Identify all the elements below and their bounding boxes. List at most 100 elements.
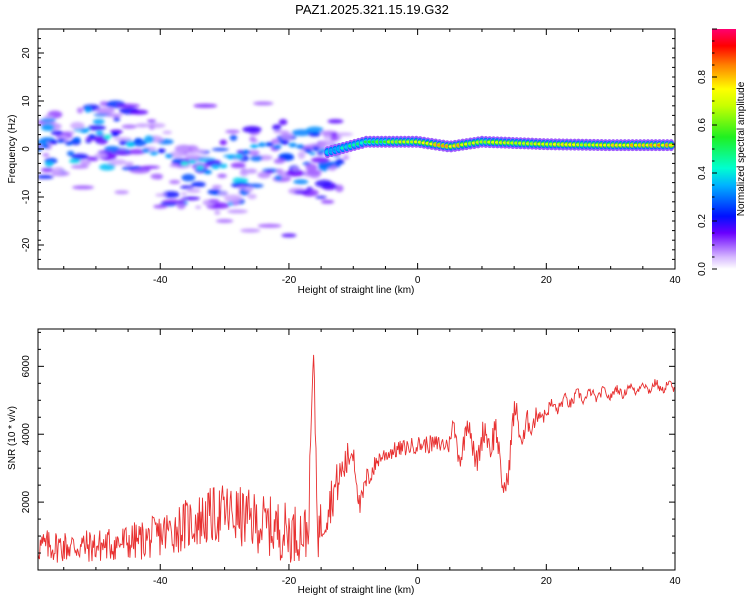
spectrogram-energy-blob	[246, 183, 264, 188]
spectrogram-energy-blob	[315, 195, 327, 199]
spectrogram-energy-blob	[175, 146, 190, 153]
spectrogram-energy-blob	[181, 173, 196, 182]
spectrogram-energy-blob	[231, 182, 251, 188]
spectrogram-energy-blob	[217, 173, 227, 179]
spectrogram-energy-blob	[150, 173, 164, 180]
spectrogram-energy-blob	[124, 161, 134, 167]
spectrogram-energy-blob	[86, 156, 99, 162]
colorbar-gradient	[712, 29, 736, 269]
spectrogram-energy-blob	[214, 210, 221, 216]
spectrogram-energy-blob	[274, 175, 283, 181]
spectrogram-energy-blob	[72, 137, 81, 142]
spectrogram-energy-blob	[41, 167, 54, 173]
spectrogram-energy-blob	[42, 153, 50, 157]
spectrogram-energy-blob	[232, 177, 249, 184]
spectrogram-energy-blob	[142, 148, 151, 153]
spectrogram-energy-blob	[180, 161, 189, 166]
spectrogram-energy-blob	[195, 205, 202, 210]
spectrogram-energy-blob	[99, 163, 116, 171]
spectrogram-energy-blob	[153, 204, 168, 209]
spectrogram-energy-blob	[252, 101, 274, 106]
spectrogram-energy-blob	[342, 155, 350, 160]
spectrogram-energy-blob	[335, 158, 345, 165]
spectrogram-energy-blob	[227, 154, 236, 160]
spectrogram-energy-blob	[38, 174, 54, 179]
spectrogram-energy-blob	[211, 147, 229, 152]
spectrogram-energy-blob	[271, 138, 281, 144]
spectrogram-energy-blob	[219, 139, 227, 146]
spectrogram-ytick-label: 0	[21, 146, 32, 152]
spectrogram-energy-blob	[211, 185, 222, 189]
colorbar-tick-label: 0.4	[697, 166, 708, 180]
spectrogram-ridge	[324, 135, 675, 159]
spectrogram-energy-blob	[310, 157, 330, 164]
spectrogram-energy-blob	[203, 169, 212, 175]
spectrogram-energy-blob	[285, 169, 305, 177]
spectrogram-energy-blob	[69, 158, 81, 164]
spectrogram-energy-blob	[41, 144, 50, 149]
spectrogram-energy-blob	[162, 130, 172, 135]
colorbar-ticks: 0.0 0.2 0.4 0.6 0.8	[697, 28, 717, 276]
spectrogram-energy-blob	[249, 136, 256, 142]
spectrogram-energy-blob	[165, 153, 174, 159]
spectrogram-energy-blob	[146, 122, 166, 129]
spectrogram-energy-blob	[104, 145, 120, 152]
spectrogram-energy-blob	[229, 134, 238, 141]
spectrogram-energy-blob	[276, 168, 284, 174]
spectrogram-energy-blob	[240, 228, 261, 233]
spectrogram-energy-blob	[192, 149, 207, 154]
spectrogram-energy-blob	[95, 131, 104, 136]
snr-frame	[37, 328, 676, 571]
spectrogram-energy-blob	[144, 135, 155, 144]
spectrogram-energy-blob	[211, 164, 220, 170]
spectrogram-energy-blob	[84, 106, 92, 113]
spectrogram-xtick-label: 20	[541, 275, 553, 286]
colorbar-tick-label: 0.8	[697, 70, 708, 84]
colorbar-tick-label: 0.6	[697, 118, 708, 132]
spectrogram-energy-blob	[88, 134, 97, 139]
snr-xtick-label: -40	[153, 576, 168, 587]
spectrogram-energy-blob	[211, 202, 230, 209]
spectrogram-energy-blob	[330, 135, 339, 141]
spectrogram-energy-blob	[169, 163, 180, 168]
colorbar-label: Normalized spectral amplitude	[736, 81, 747, 216]
snr-axes: -40 -20 0 20 40 2000 4000 6000	[21, 329, 681, 587]
spectrogram-energy-blob	[225, 129, 240, 134]
spectrogram-energy-blob	[66, 150, 75, 157]
spectrogram-energy-blob	[157, 148, 166, 153]
spectrogram-energy-blob	[155, 193, 167, 197]
spectrogram-energy-blob	[257, 142, 266, 147]
spectrogram-energy-blob	[314, 179, 333, 188]
spectrogram-energy-blob	[112, 159, 127, 166]
spectrogram-energy-blob	[92, 118, 105, 125]
spectrogram-energy-blob	[111, 132, 120, 137]
spectrogram-energy-blob	[87, 124, 106, 131]
spectrogram-xtick-label: 40	[669, 275, 681, 286]
spectrogram-energy-blob	[121, 166, 141, 171]
spectrogram-energy-blob	[57, 138, 66, 143]
spectrogram-energy-blob	[70, 164, 89, 169]
spectrogram-energy-blob	[265, 142, 274, 147]
spectrogram-energy-blob	[116, 103, 140, 108]
spectrogram-energy-blob	[113, 136, 132, 142]
spectrogram-energy-blob	[161, 199, 185, 204]
spectrogram-energy-blob	[227, 209, 248, 214]
spectrogram-energy-blob	[71, 153, 89, 160]
spectrogram-energy-blob	[40, 123, 55, 132]
spectrogram-energy-blob	[135, 123, 150, 128]
spectrogram-energy-blob	[247, 193, 257, 200]
spectrogram-energy-blob	[103, 134, 112, 140]
spectrogram-energy-blob	[141, 165, 160, 169]
snr-xtick-label: -20	[282, 576, 297, 587]
spectrogram-ytick-label: 20	[21, 47, 32, 59]
spectrogram-energy-blob	[44, 161, 54, 168]
spectrogram-energy-blob	[207, 189, 222, 195]
spectrogram-xtick-label: 0	[415, 275, 421, 286]
spectrogram-energy-blob	[113, 151, 132, 156]
spectrogram-energy-blob	[183, 153, 200, 158]
spectrogram-energy-blob	[273, 144, 282, 149]
spectrogram-energy-blob	[196, 165, 205, 170]
spectrogram-energy-blob	[149, 150, 158, 156]
spectrogram-energy-blob	[146, 119, 157, 123]
